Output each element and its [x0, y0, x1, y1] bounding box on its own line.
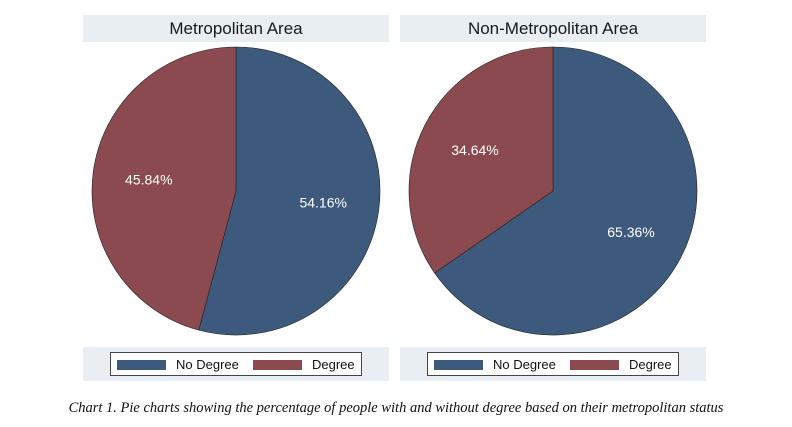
chart-title-non-metropolitan: Non-Metropolitan Area	[400, 15, 706, 42]
legend-label-degree: Degree	[629, 357, 672, 372]
legend-metropolitan: No Degree Degree	[110, 352, 362, 376]
legend-item-no-degree: No Degree	[434, 357, 556, 372]
legend-swatch-degree	[570, 360, 619, 370]
legend-swatch-no-degree	[117, 360, 166, 370]
slice-label-no-degree: 65.36%	[607, 224, 654, 240]
figure-caption: Chart 1. Pie charts showing the percenta…	[68, 400, 724, 416]
slice-label-no-degree: 54.16%	[299, 195, 346, 211]
legend-item-degree: Degree	[570, 357, 672, 372]
pie-slice-degree	[91, 46, 237, 331]
pie-slice-no-degree	[434, 46, 698, 336]
chart-metropolitan: Metropolitan Area 54.16% 45.84% No Degree…	[83, 15, 389, 381]
pie-metropolitan: 54.16% 45.84%	[91, 46, 381, 336]
legend-non-metropolitan: No Degree Degree	[427, 352, 679, 376]
legend-band-metropolitan: No Degree Degree	[83, 347, 389, 381]
legend-item-no-degree: No Degree	[117, 357, 239, 372]
legend-label-no-degree: No Degree	[493, 357, 556, 372]
chart-non-metropolitan: Non-Metropolitan Area 65.36% 34.64% No De…	[400, 15, 706, 381]
chart-title-metropolitan: Metropolitan Area	[83, 15, 389, 42]
legend-item-degree: Degree	[253, 357, 355, 372]
pie-slice-degree	[408, 46, 554, 274]
slice-label-degree: 34.64%	[451, 142, 498, 158]
legend-swatch-no-degree	[434, 360, 483, 370]
legend-band-non-metropolitan: No Degree Degree	[400, 347, 706, 381]
legend-label-no-degree: No Degree	[176, 357, 239, 372]
pie-non-metropolitan: 65.36% 34.64%	[408, 46, 698, 336]
pie-slice-no-degree	[198, 46, 381, 336]
legend-swatch-degree	[253, 360, 302, 370]
legend-label-degree: Degree	[312, 357, 355, 372]
slice-label-degree: 45.84%	[125, 172, 172, 188]
